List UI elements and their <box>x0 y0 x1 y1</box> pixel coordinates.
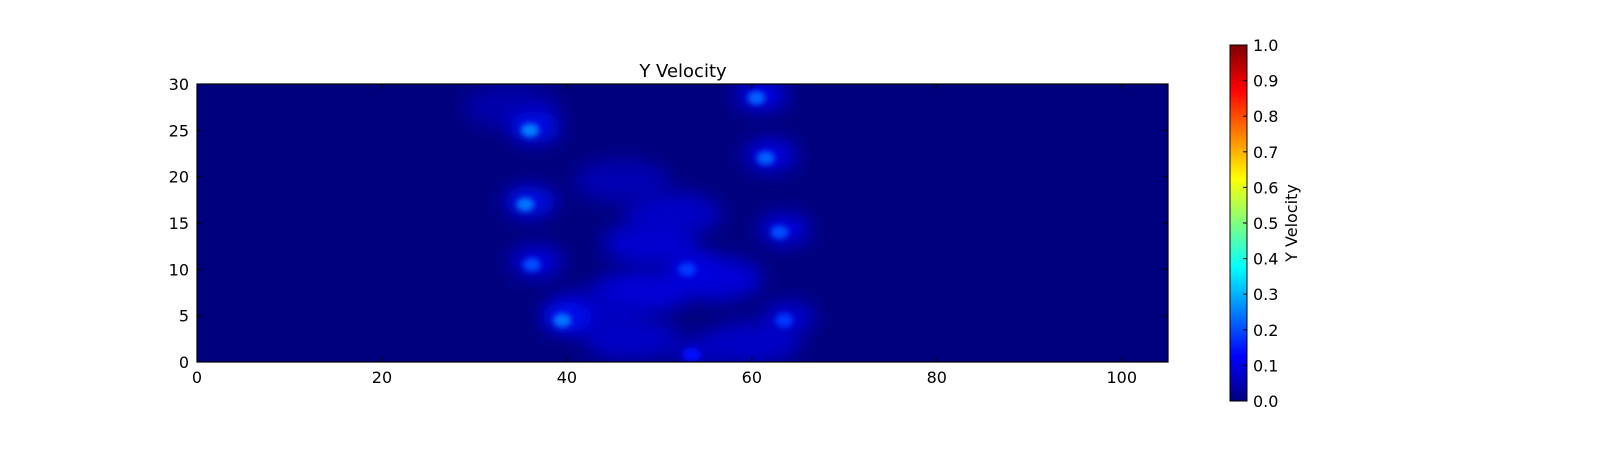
y-tick-label: 25 <box>169 121 189 140</box>
colorbar-label: Y Velocity <box>1282 184 1301 263</box>
y-axis: 0 5 10 15 20 25 30 <box>169 75 1168 372</box>
colorbar-tick-label: 0.6 <box>1253 178 1278 197</box>
heatmap-hotspot <box>735 84 788 111</box>
y-tick-label: 5 <box>179 307 189 326</box>
heatmap-field <box>463 84 816 362</box>
x-tick-label: 80 <box>927 368 947 387</box>
heatmap-hotspot <box>504 185 557 218</box>
colorbar-tick-label: 0.3 <box>1253 285 1278 304</box>
x-tick-label: 100 <box>1106 368 1137 387</box>
plot-area <box>196 83 1169 363</box>
x-tick-label: 0 <box>192 368 202 387</box>
x-tick-label: 20 <box>372 368 392 387</box>
heatmap-hotspot <box>744 139 797 172</box>
heatmap-hotspot <box>510 245 563 278</box>
colorbar-tick-label: 0.1 <box>1253 356 1278 375</box>
colorbar-tick-label: 0.8 <box>1253 107 1278 126</box>
heatmap-hotspot <box>541 301 594 334</box>
y-tick-label: 15 <box>169 214 189 233</box>
heatmap-hotspot <box>763 301 816 334</box>
heatmap-diffuse-region <box>574 159 671 204</box>
x-axis: 0 20 40 60 80 100 <box>192 84 1137 387</box>
colorbar-tick-label: 0.7 <box>1253 143 1278 162</box>
colorbar-tick-label: 0.4 <box>1253 250 1278 269</box>
heatmap-hotspot <box>666 250 719 283</box>
heatmap-diffuse-region <box>625 191 722 236</box>
heatmap-hotspot <box>670 335 723 362</box>
heatmap-diffuse-region <box>703 321 800 362</box>
heatmap-hotspot <box>508 111 561 144</box>
x-tick-label: 60 <box>742 368 762 387</box>
colorbar-ticks: 0.0 0.1 0.2 0.3 0.4 0.5 0.6 0.7 0.8 0.9 1.0 <box>1243 36 1278 411</box>
colorbar-tick-label: 0.5 <box>1253 214 1278 233</box>
y-tick-label: 20 <box>169 168 189 187</box>
y-tick-label: 30 <box>169 75 189 94</box>
colorbar-tick-label: 0.9 <box>1253 72 1278 91</box>
y-tick-label: 10 <box>169 260 189 279</box>
y-tick-label: 0 <box>179 353 189 372</box>
colorbar-tick-label: 1.0 <box>1253 36 1278 55</box>
heatmap-hotspot <box>758 213 811 246</box>
x-tick-label: 40 <box>557 368 577 387</box>
colorbar-tick-label: 0.2 <box>1253 321 1278 340</box>
colorbar: 0.0 0.1 0.2 0.3 0.4 0.5 0.6 0.7 0.8 0.9 1.0 Y Velo… <box>1229 36 1301 411</box>
chart-title: Y Velocity <box>638 61 727 82</box>
colorbar-tick-label: 0.0 <box>1253 392 1278 411</box>
